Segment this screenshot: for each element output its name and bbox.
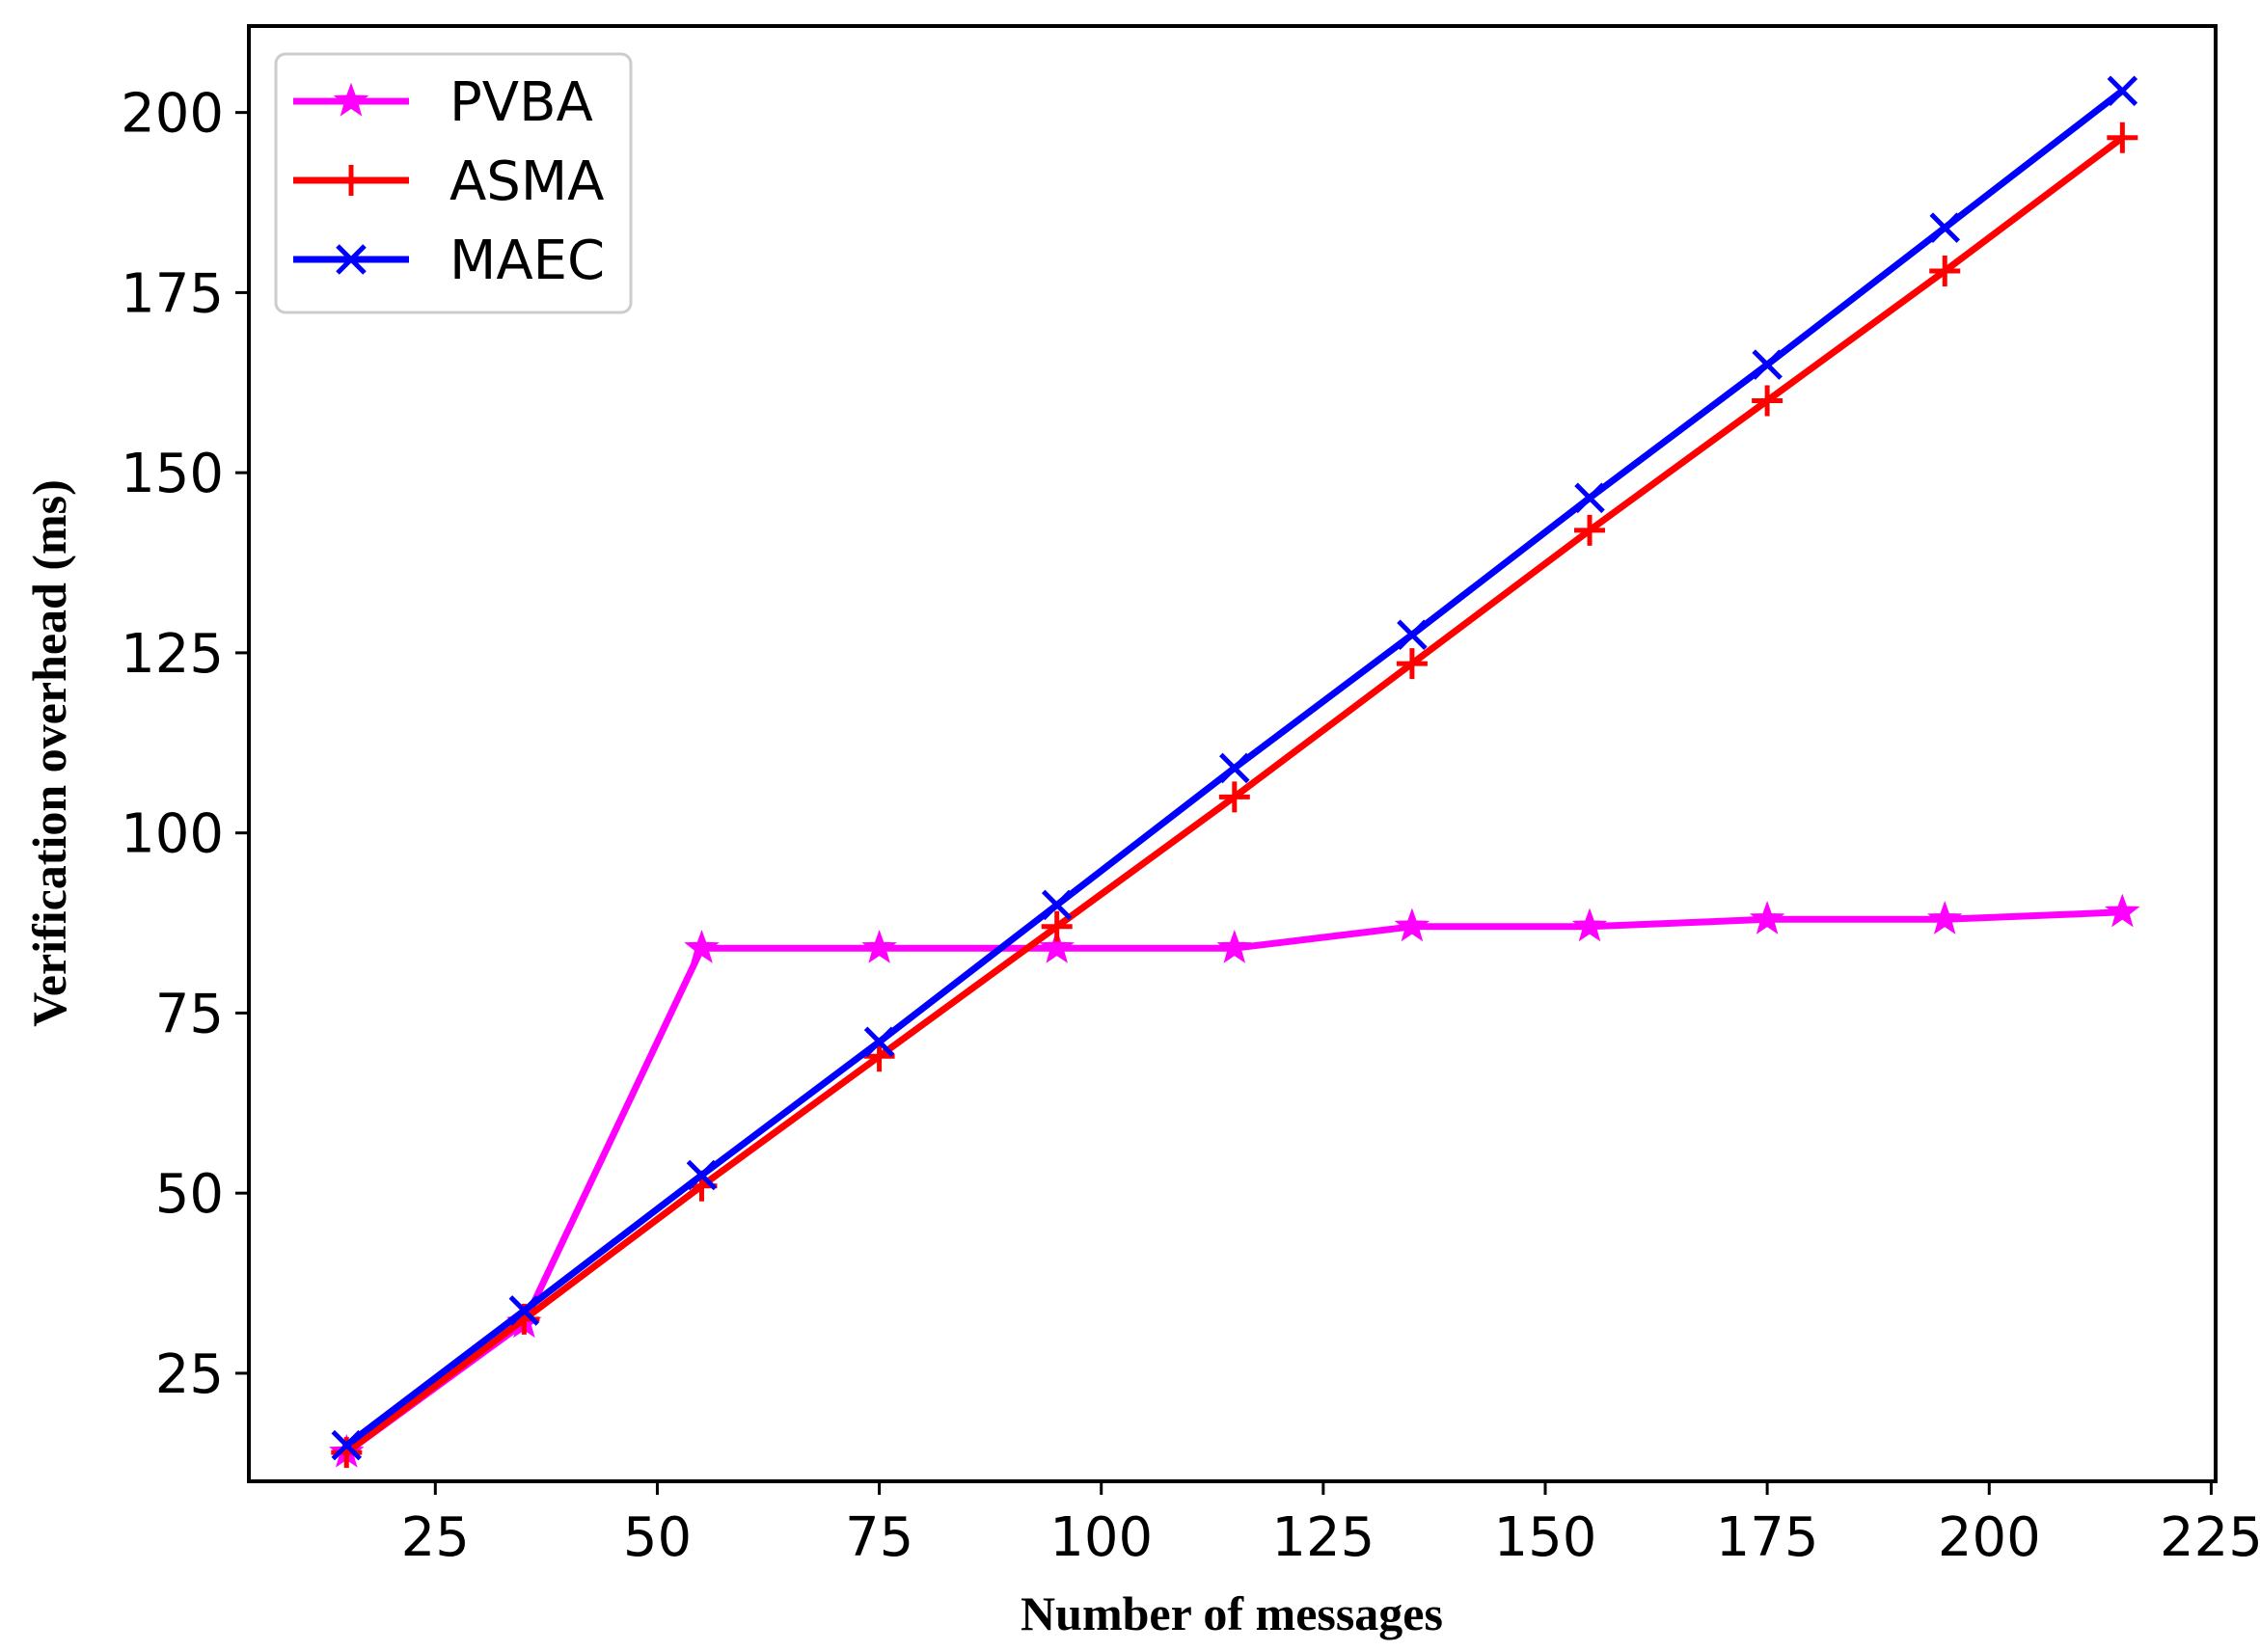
- data-point-asma: [1041, 910, 1073, 942]
- y-axis: 25 50 75 100 125 150 175 200: [121, 83, 249, 1406]
- y-tick-label: 50: [155, 1163, 224, 1226]
- data-point-maec: [686, 1159, 718, 1191]
- x-tick-label: 150: [1494, 1506, 1597, 1569]
- x-tick-label: 200: [1938, 1506, 2041, 1569]
- x-tick-label: 25: [401, 1506, 470, 1569]
- legend-entry-maec: MAEC: [293, 230, 605, 292]
- series-maec: [331, 75, 2138, 1461]
- y-axis-title: Verification overhead (ms): [22, 479, 76, 1026]
- legend-label-maec: MAEC: [449, 230, 605, 292]
- x-tick-label: 100: [1049, 1506, 1153, 1569]
- data-point-pvba: [1039, 930, 1075, 963]
- data-point-asma: [1396, 648, 1428, 680]
- data-point-maec: [1397, 619, 1428, 651]
- legend-entry-pvba: PVBA: [293, 71, 593, 134]
- data-point-maec: [1752, 349, 1783, 380]
- y-tick-label: 100: [121, 803, 224, 866]
- data-point-asma: [1929, 255, 1961, 286]
- legend-label-pvba: PVBA: [449, 71, 593, 134]
- x-tick-label: 125: [1271, 1506, 1375, 1569]
- data-point-pvba: [684, 930, 720, 963]
- legend-marker-asma: [336, 165, 367, 196]
- y-tick-label: 25: [155, 1343, 224, 1406]
- x-axis-title: Number of messages: [1021, 1586, 1443, 1640]
- data-point-pvba: [1571, 907, 1608, 942]
- data-point-maec: [1041, 889, 1073, 921]
- data-point-maec: [508, 1295, 540, 1326]
- x-tick-label: 225: [2160, 1506, 2260, 1569]
- data-point-maec: [1219, 752, 1250, 784]
- data-point-asma: [2107, 122, 2138, 153]
- data-point-maec: [331, 1429, 363, 1461]
- x-tick-label: 75: [845, 1506, 913, 1569]
- x-axis: 25 50 75 100 125 150 175 200 225: [401, 1481, 2260, 1569]
- plot-area-frame: [247, 24, 2218, 1483]
- data-point-maec: [2107, 75, 2138, 107]
- data-point-asma: [1218, 781, 1250, 813]
- data-point-maec: [1574, 482, 1605, 514]
- y-tick-label: 75: [155, 983, 224, 1045]
- data-point-asma: [1752, 385, 1783, 417]
- y-tick-label: 175: [121, 262, 224, 325]
- legend-label-asma: ASMA: [449, 150, 604, 213]
- y-tick-label: 150: [121, 443, 224, 505]
- y-tick-label: 200: [121, 83, 224, 146]
- legend-marker-maec: [336, 244, 367, 275]
- data-point-pvba: [2105, 893, 2140, 928]
- legend: PVBA ASMA MAEC: [274, 52, 633, 314]
- data-point-pvba: [1749, 901, 1785, 934]
- x-tick-label: 175: [1716, 1506, 1819, 1569]
- data-point-pvba: [1216, 930, 1253, 963]
- legend-marker-pvba: [333, 82, 369, 117]
- series-pvba: [329, 893, 2140, 1468]
- series-layer: [329, 75, 2140, 1469]
- data-point-pvba: [1927, 901, 1963, 934]
- data-point-asma: [1574, 514, 1606, 546]
- data-point-pvba: [861, 930, 897, 963]
- y-tick-label: 125: [121, 623, 224, 686]
- legend-entry-asma: ASMA: [293, 150, 604, 213]
- data-point-maec: [1929, 212, 1960, 243]
- x-tick-label: 50: [623, 1506, 692, 1569]
- data-point-maec: [863, 1026, 895, 1058]
- data-point-pvba: [1394, 907, 1430, 942]
